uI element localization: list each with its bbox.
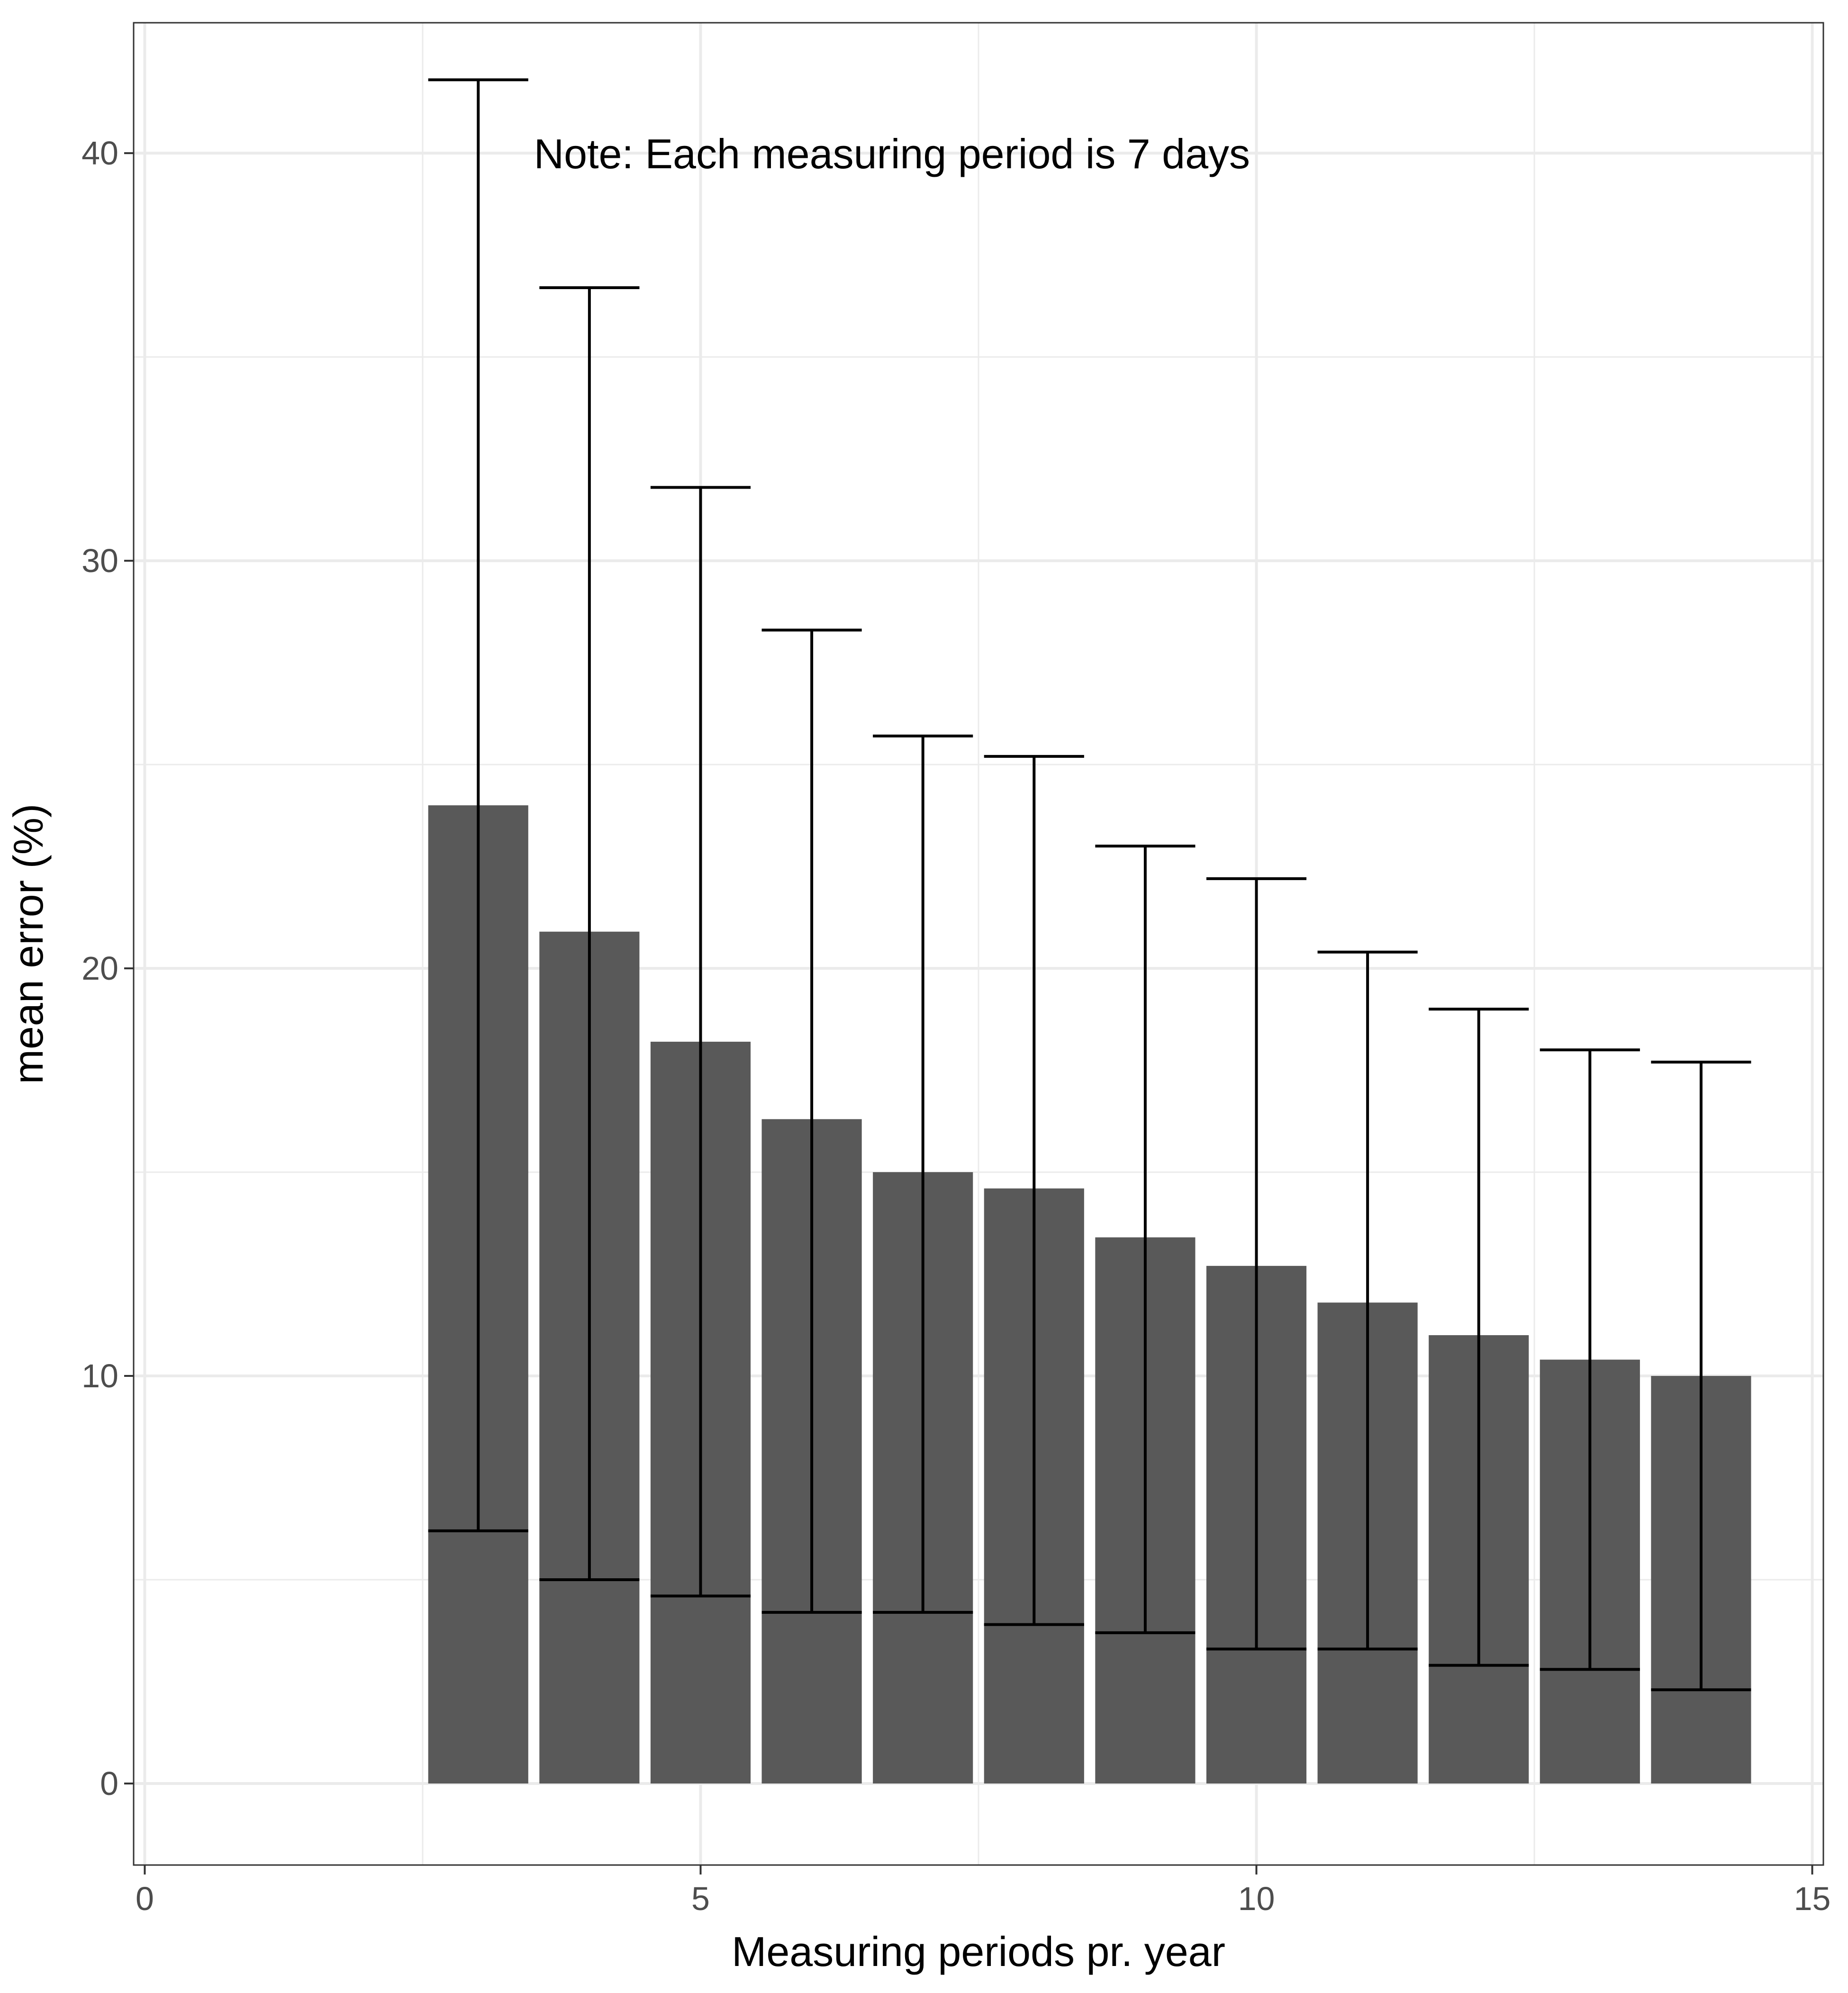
- x-tick-label: 5: [691, 1880, 710, 1917]
- chart-annotation: Note: Each measuring period is 7 days: [534, 130, 1250, 177]
- x-tick-label: 0: [136, 1880, 154, 1917]
- x-axis-label: Measuring periods pr. year: [732, 1928, 1225, 1975]
- axes: 0 10 20 30 40 0 5 10 15: [82, 135, 1830, 1917]
- error-bar: [984, 755, 1084, 1626]
- error-bar: [873, 734, 973, 1614]
- error-bar: [1540, 1048, 1640, 1671]
- error-bar: [650, 486, 751, 1598]
- plot-border: [133, 22, 1824, 1866]
- error-bar: [1206, 877, 1307, 1651]
- error-bar: [761, 628, 862, 1614]
- y-tick-label: 10: [82, 1357, 118, 1394]
- error-bar: [539, 286, 640, 1582]
- y-tick-label: 30: [82, 542, 118, 579]
- error-bar: [1095, 845, 1196, 1634]
- x-tick-label: 10: [1238, 1880, 1275, 1917]
- error-bar: [428, 78, 528, 1532]
- error-bar: [1317, 950, 1418, 1651]
- error-bar: [1651, 1060, 1751, 1692]
- error-bar: [1429, 1008, 1529, 1667]
- y-tick-label: 0: [100, 1765, 118, 1802]
- x-tick-label: 15: [1794, 1880, 1831, 1917]
- y-tick-label: 40: [82, 135, 118, 172]
- y-tick-label: 20: [82, 950, 118, 987]
- y-axis-label: mean error (%): [5, 804, 52, 1084]
- error-bars: [428, 78, 1751, 1692]
